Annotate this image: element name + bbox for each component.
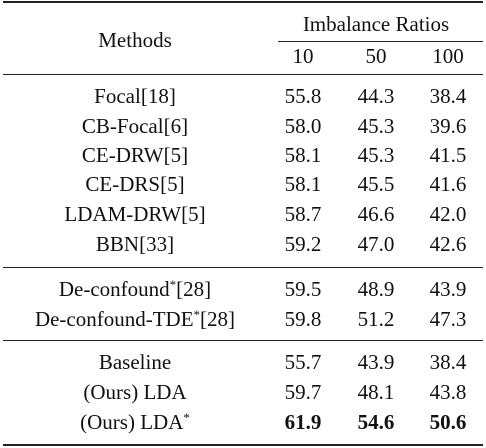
method-name: Focal[18]	[94, 84, 176, 108]
value-cell: 55.8	[284, 84, 322, 108]
value-cell: 45.3	[357, 114, 395, 138]
method-name: (Ours) LDA	[83, 380, 187, 404]
method-name: CE-DRS[5]	[85, 172, 185, 196]
header-rule	[3, 74, 483, 75]
value-cell: 43.8	[429, 380, 467, 404]
value-cell: 38.4	[429, 350, 467, 374]
method-name: (Ours) LDA*	[80, 410, 190, 434]
value-cell: 58.1	[284, 172, 322, 196]
method-name: De-confound*[28]	[58, 277, 212, 301]
top-rule	[3, 1, 483, 3]
method-name: De-confound-TDE*[28]	[34, 307, 236, 331]
value-cell: 58.7	[284, 202, 322, 226]
value-cell: 55.7	[284, 350, 322, 374]
ratio-50-header: 50	[365, 44, 387, 68]
value-cell: 58.0	[284, 114, 322, 138]
value-cell: 59.8	[284, 307, 322, 331]
ratio-100-header: 100	[432, 44, 464, 68]
group-rule-2	[3, 340, 483, 341]
group-rule-1	[3, 267, 483, 268]
value-cell: 42.6	[429, 232, 467, 256]
value-cell: 61.9	[284, 410, 322, 434]
bottom-rule	[3, 444, 483, 446]
value-cell: 41.6	[429, 172, 467, 196]
value-cell: 54.6	[357, 410, 395, 434]
value-cell: 43.9	[429, 277, 467, 301]
value-cell: 38.4	[429, 84, 467, 108]
method-name: CB-Focal[6]	[81, 114, 189, 138]
value-cell: 46.6	[357, 202, 395, 226]
value-cell: 59.2	[284, 232, 322, 256]
value-cell: 51.2	[357, 307, 395, 331]
value-cell: 41.5	[429, 143, 467, 167]
method-name: LDAM-DRW[5]	[64, 202, 206, 226]
value-cell: 39.6	[429, 114, 467, 138]
value-cell: 48.9	[357, 277, 395, 301]
value-cell: 47.3	[429, 307, 467, 331]
value-cell: 45.5	[357, 172, 395, 196]
value-cell: 47.0	[357, 232, 395, 256]
value-cell: 43.9	[357, 350, 395, 374]
value-cell: 45.3	[357, 143, 395, 167]
header-sub-rule	[278, 41, 483, 42]
ratio-10-header: 10	[292, 44, 314, 68]
value-cell: 59.7	[284, 380, 322, 404]
value-cell: 50.6	[429, 410, 467, 434]
value-cell: 59.5	[284, 277, 322, 301]
value-cell: 42.0	[429, 202, 467, 226]
value-cell: 48.1	[357, 380, 395, 404]
methods-header: Methods	[98, 28, 172, 52]
value-cell: 58.1	[284, 143, 322, 167]
method-name: Baseline	[98, 350, 172, 374]
method-name: CE-DRW[5]	[81, 143, 189, 167]
value-cell: 44.3	[357, 84, 395, 108]
imbalance-ratios-header: Imbalance Ratios	[302, 12, 450, 36]
method-name: BBN[33]	[95, 232, 175, 256]
